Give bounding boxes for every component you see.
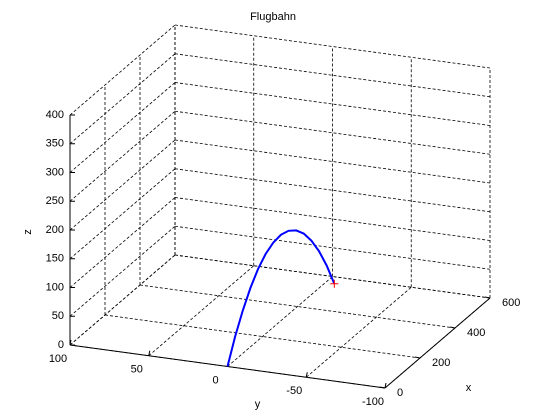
grid-line bbox=[174, 139, 491, 184]
z-axis-label: z bbox=[22, 229, 34, 235]
x-tick bbox=[414, 356, 421, 359]
y-tick-label: -100 bbox=[362, 396, 384, 408]
grid-line bbox=[174, 197, 491, 241]
grid-line bbox=[174, 168, 491, 213]
grid-line bbox=[69, 53, 176, 145]
x-tick-label: 0 bbox=[397, 387, 403, 399]
end-marker bbox=[330, 279, 339, 288]
x-tick-label: 600 bbox=[502, 297, 520, 309]
y-tick-label: 0 bbox=[212, 374, 218, 386]
grid-line bbox=[174, 254, 491, 299]
grid-line bbox=[174, 110, 491, 155]
y-tick bbox=[69, 339, 72, 346]
grid-line bbox=[69, 82, 176, 173]
x-tick-label: 400 bbox=[467, 327, 485, 339]
y-tick bbox=[148, 350, 151, 356]
x-tick-label: 200 bbox=[432, 357, 450, 369]
y-tick-label: -50 bbox=[286, 385, 302, 397]
grid-line bbox=[148, 265, 255, 357]
grid-line bbox=[69, 24, 176, 116]
z-tick-label: 200 bbox=[46, 224, 64, 236]
x-axis bbox=[384, 297, 491, 389]
z-tick-label: 250 bbox=[46, 195, 64, 207]
z-tick-label: 350 bbox=[46, 138, 64, 150]
z-tick-label: 400 bbox=[46, 109, 64, 121]
x-tick bbox=[379, 386, 386, 389]
grid-line bbox=[104, 314, 421, 359]
y-tick bbox=[305, 372, 308, 378]
y-tick bbox=[384, 382, 387, 389]
grid-line bbox=[69, 168, 176, 260]
grid-line bbox=[174, 24, 491, 69]
grid-line bbox=[69, 110, 176, 202]
grid-line bbox=[174, 225, 491, 270]
z-tick-label: 150 bbox=[46, 253, 64, 265]
z-tick-label: 50 bbox=[52, 310, 64, 322]
grid-line bbox=[69, 197, 176, 288]
grid-line bbox=[174, 53, 491, 98]
grid-line bbox=[69, 225, 176, 317]
z-tick-label: 100 bbox=[46, 281, 64, 293]
y-tick-label: 100 bbox=[49, 353, 67, 365]
z-tick-label: 0 bbox=[58, 339, 64, 351]
x-tick bbox=[484, 296, 491, 299]
grid-line bbox=[174, 82, 491, 126]
grid-line bbox=[69, 139, 176, 231]
x-axis-label: x bbox=[466, 382, 472, 394]
grid-line bbox=[305, 286, 412, 378]
grid-line bbox=[139, 284, 456, 329]
y-axis-label: y bbox=[255, 398, 261, 410]
grid-line bbox=[227, 276, 333, 367]
grid-line bbox=[69, 254, 176, 346]
x-tick bbox=[449, 326, 456, 329]
z-tick-label: 300 bbox=[46, 166, 64, 178]
trajectory bbox=[226, 229, 336, 367]
chart-title: Flugbahn bbox=[250, 11, 296, 23]
y-tick-label: 50 bbox=[131, 364, 143, 376]
